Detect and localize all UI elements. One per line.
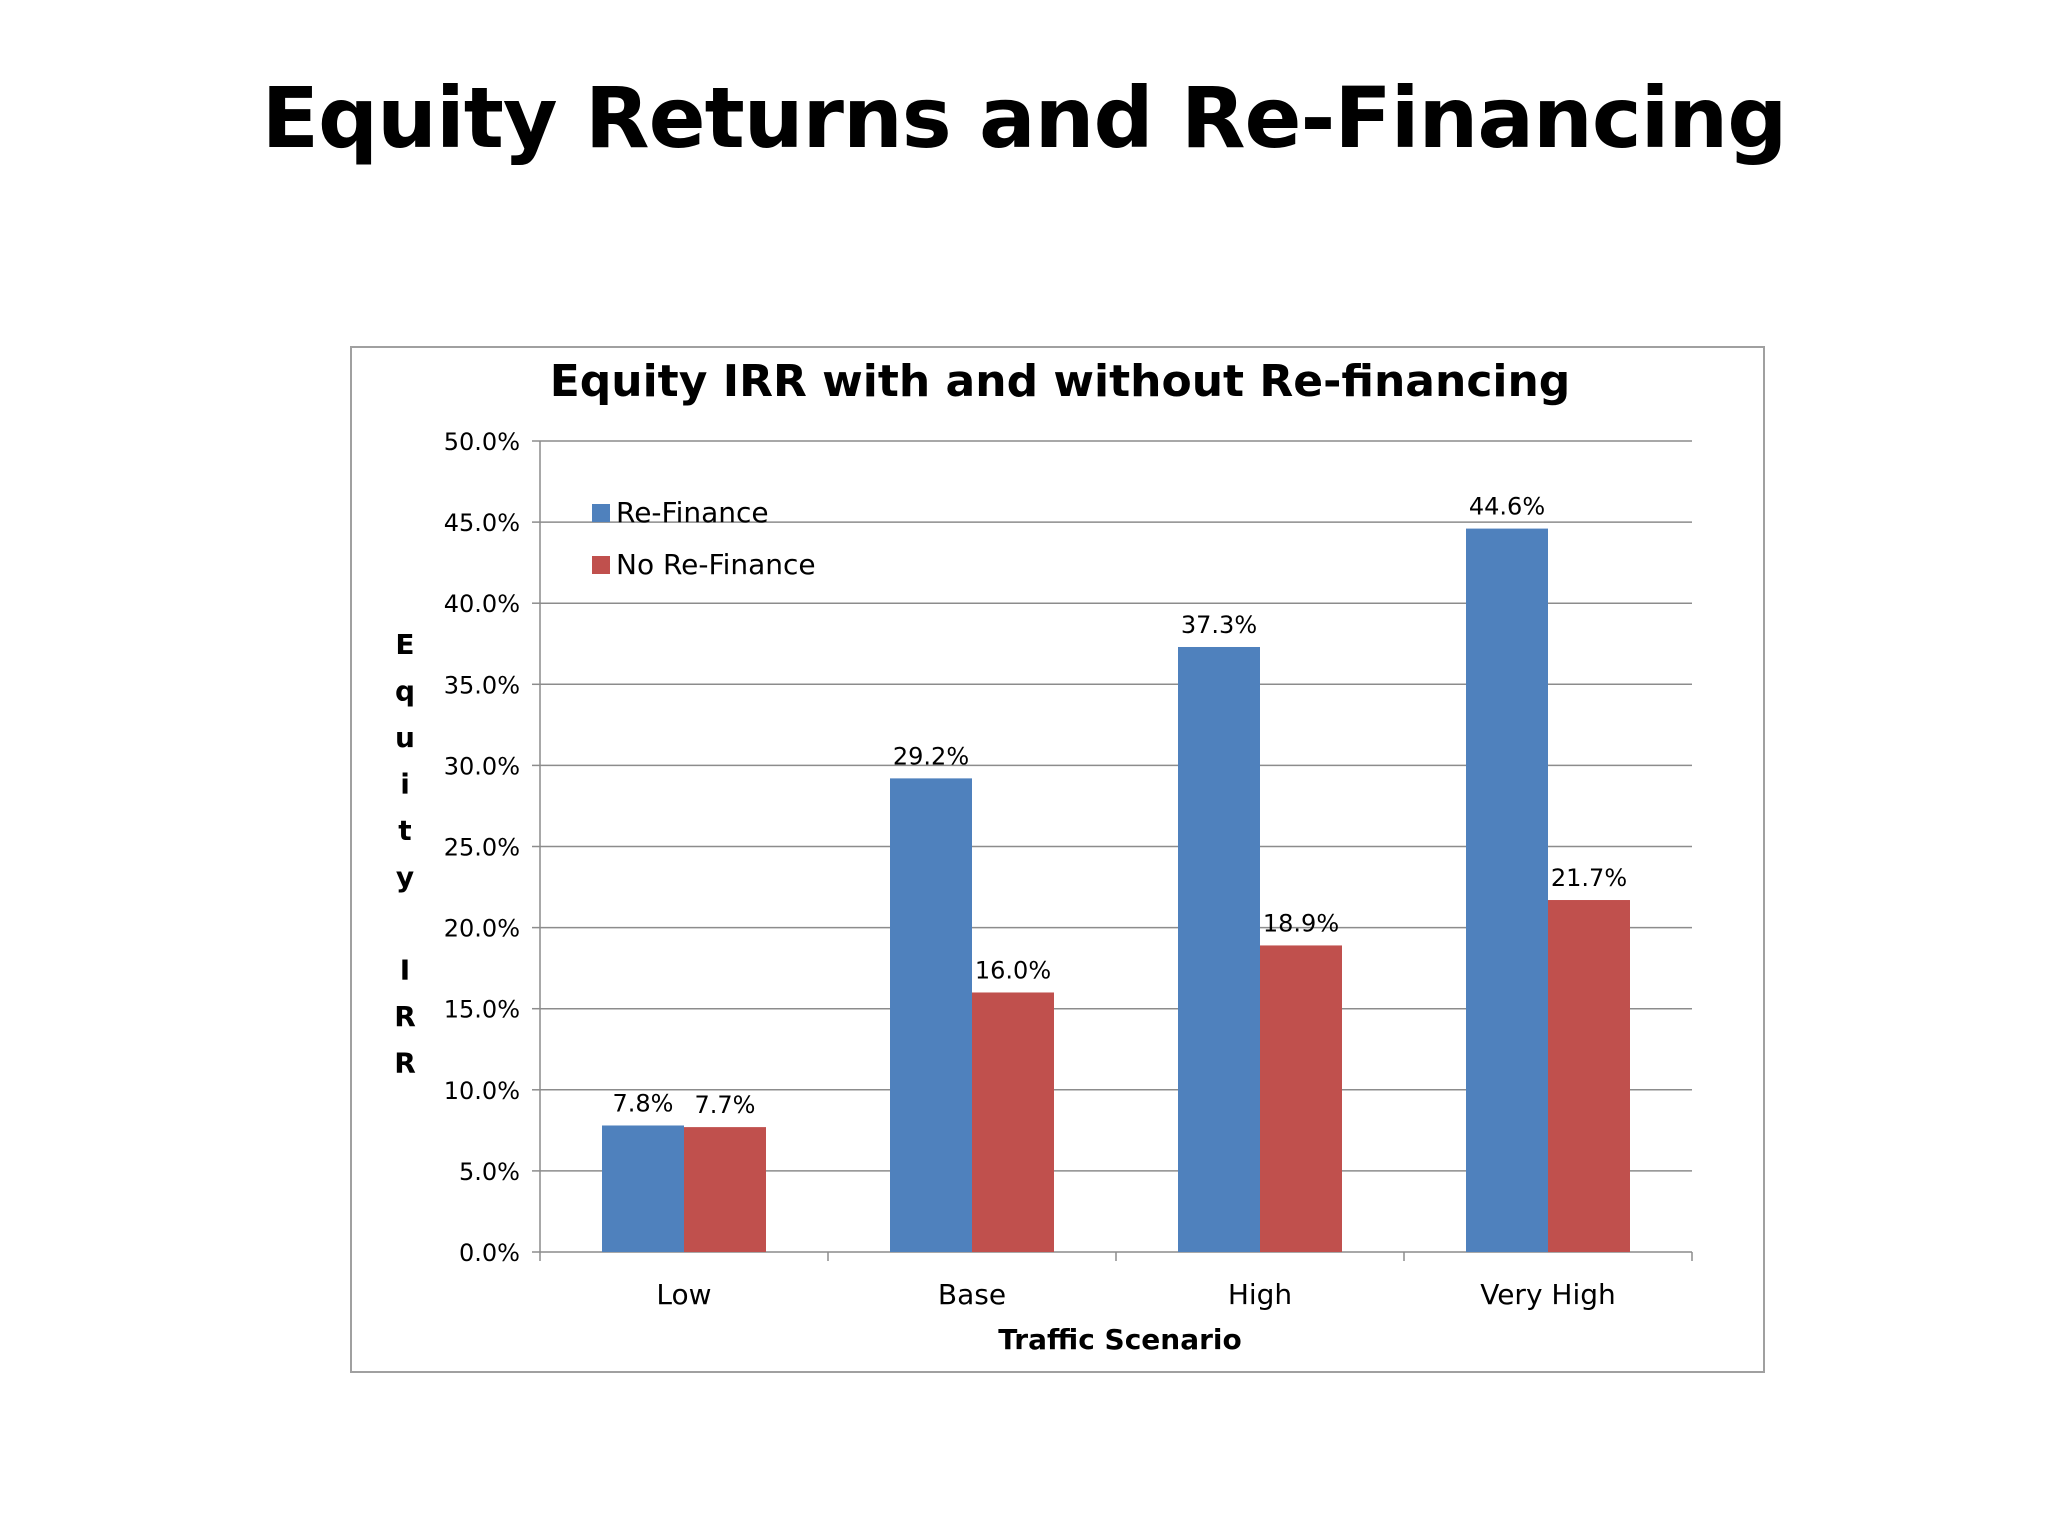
bars — [602, 528, 1630, 1252]
y-axis-title-letter: q — [395, 675, 415, 708]
y-axis-title-letter: t — [398, 814, 411, 847]
y-axis-ticks: 0.0% 5.0% 10.0% 15.0% 20.0% 25.0% 30.0% 35.0% 40… — [444, 428, 540, 1267]
legend-label: No Re-Finance — [616, 548, 816, 581]
y-tick-label: 30.0% — [444, 752, 520, 780]
bar — [602, 1125, 684, 1252]
chart-title: Equity IRR with and without Re-financing — [550, 356, 1571, 407]
x-tick-label: Low — [656, 1278, 711, 1311]
data-label: 7.7% — [695, 1091, 756, 1119]
y-tick-label: 5.0% — [459, 1158, 520, 1186]
bar — [1466, 528, 1548, 1252]
data-label: 37.3% — [1181, 611, 1257, 639]
bar — [1178, 646, 1260, 1252]
x-tick-label: Very High — [1480, 1278, 1616, 1311]
y-tick-label: 20.0% — [444, 915, 520, 943]
data-label: 18.9% — [1263, 909, 1339, 937]
bar — [972, 992, 1054, 1252]
y-tick-label: 35.0% — [444, 671, 520, 699]
y-axis-title-letter: R — [394, 1047, 416, 1080]
y-tick-label: 50.0% — [444, 428, 520, 456]
data-label: 21.7% — [1551, 864, 1627, 892]
legend-swatch — [592, 556, 610, 574]
x-tick-label: Base — [938, 1278, 1006, 1311]
legend: Re-Finance No Re-Finance — [592, 496, 816, 581]
data-label: 7.8% — [613, 1089, 674, 1117]
y-axis-title-letter: R — [394, 1000, 416, 1033]
bar — [890, 778, 972, 1252]
x-axis-ticks: Low Base High Very High — [539, 1252, 1693, 1311]
bar — [1260, 945, 1342, 1252]
y-tick-label: 10.0% — [444, 1077, 520, 1105]
y-tick-label: 45.0% — [444, 509, 520, 537]
y-tick-label: 25.0% — [444, 834, 520, 862]
x-tick-label: High — [1228, 1278, 1292, 1311]
legend-swatch — [592, 504, 610, 522]
legend-label: Re-Finance — [616, 496, 769, 529]
data-label: 44.6% — [1469, 493, 1545, 521]
x-axis-title: Traffic Scenario — [998, 1323, 1242, 1356]
y-axis-title-letter: E — [395, 628, 414, 661]
y-axis-title-letter: i — [400, 768, 410, 801]
data-label: 29.2% — [893, 742, 969, 770]
bar — [684, 1127, 766, 1252]
chart-container: Equity IRR with and without Re-financing… — [350, 346, 1765, 1373]
y-tick-label: 40.0% — [444, 590, 520, 618]
y-axis-title-letter: y — [396, 861, 414, 894]
bar — [1548, 900, 1630, 1252]
gridlines — [540, 440, 1692, 1172]
y-axis-title-letter: I — [400, 954, 410, 987]
y-tick-label: 15.0% — [444, 996, 520, 1024]
slide-title: Equity Returns and Re-Financing — [261, 69, 1788, 167]
data-labels: 7.8% 7.7% 29.2% 16.0% 37.3% 18.9% 44.6% 21.7% — [613, 493, 1628, 1120]
y-tick-label: 0.0% — [459, 1239, 520, 1267]
y-axis-title-letter: u — [395, 721, 415, 754]
data-label: 16.0% — [975, 956, 1051, 984]
bar-chart: Equity IRR with and without Re-financing… — [394, 356, 1693, 1356]
